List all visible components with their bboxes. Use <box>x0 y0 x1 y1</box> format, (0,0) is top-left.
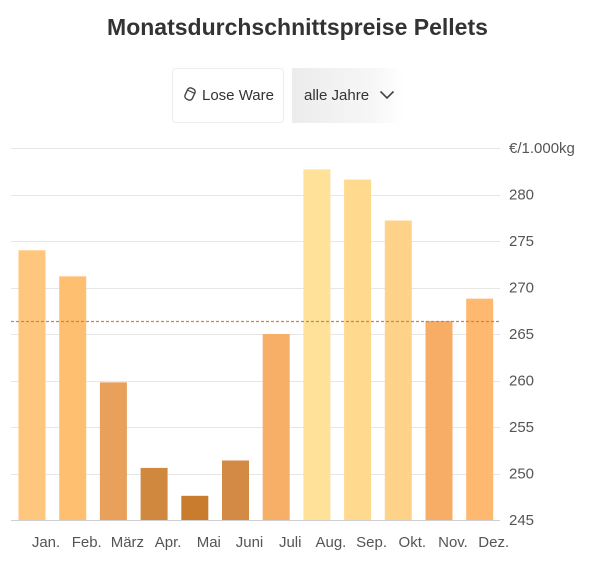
y-tick-label: 265 <box>509 326 534 343</box>
chart-title: Monatsdurchschnittspreise Pellets <box>107 14 488 40</box>
bar <box>384 220 412 521</box>
year-select-value: alle Jahre <box>304 87 370 104</box>
bar <box>181 495 209 520</box>
x-tick-label: Mai <box>197 534 221 551</box>
chevron-down-icon <box>379 87 395 104</box>
bar <box>99 382 127 520</box>
x-tick-label: März <box>111 534 144 551</box>
bars <box>18 169 494 521</box>
x-tick-label: Feb. <box>72 534 102 551</box>
y-tick-label: 280 <box>509 187 534 204</box>
bar <box>303 169 331 520</box>
y-tick-label: 270 <box>509 280 534 297</box>
ware-type-button[interactable]: Lose Ware <box>172 68 284 123</box>
bar <box>425 320 453 520</box>
x-tick-label: Dez. <box>478 534 509 551</box>
x-tick-label: Aug. <box>315 534 346 551</box>
bar <box>140 467 168 520</box>
bar <box>59 276 87 520</box>
pellet-bag-icon <box>182 86 198 106</box>
bar <box>466 298 494 520</box>
y-tick-label: 255 <box>509 419 534 436</box>
x-tick-label: Juni <box>236 534 264 551</box>
y-tick-label: 275 <box>509 233 534 250</box>
bar <box>18 250 46 521</box>
y-tick-label: 245 <box>509 512 534 529</box>
x-tick-label: Juli <box>279 534 302 551</box>
grid-lines <box>11 148 500 521</box>
y-tick-label: 250 <box>509 466 534 483</box>
y-tick-labels: 245 250 255 260 265 270 275 280 <box>509 187 534 530</box>
y-axis-unit: €/1.000kg <box>509 140 575 157</box>
x-tick-label: Jan. <box>32 534 60 551</box>
x-tick-label: Sep. <box>356 534 387 551</box>
x-tick-labels: Jan. Feb. März Apr. Mai Juni Juli Aug. Sep. Okt. N… <box>32 534 509 551</box>
ware-type-label: Lose Ware <box>202 87 274 104</box>
x-tick-label: Apr. <box>155 534 182 551</box>
bar <box>262 334 290 520</box>
year-select[interactable]: alle Jahre <box>292 68 404 123</box>
bar <box>344 179 372 520</box>
bar <box>222 460 249 520</box>
filter-controls: Lose Ware alle Jahre <box>172 68 404 123</box>
x-tick-label: Okt. <box>399 534 427 551</box>
x-tick-label: Nov. <box>438 534 468 551</box>
y-tick-label: 260 <box>509 373 534 390</box>
